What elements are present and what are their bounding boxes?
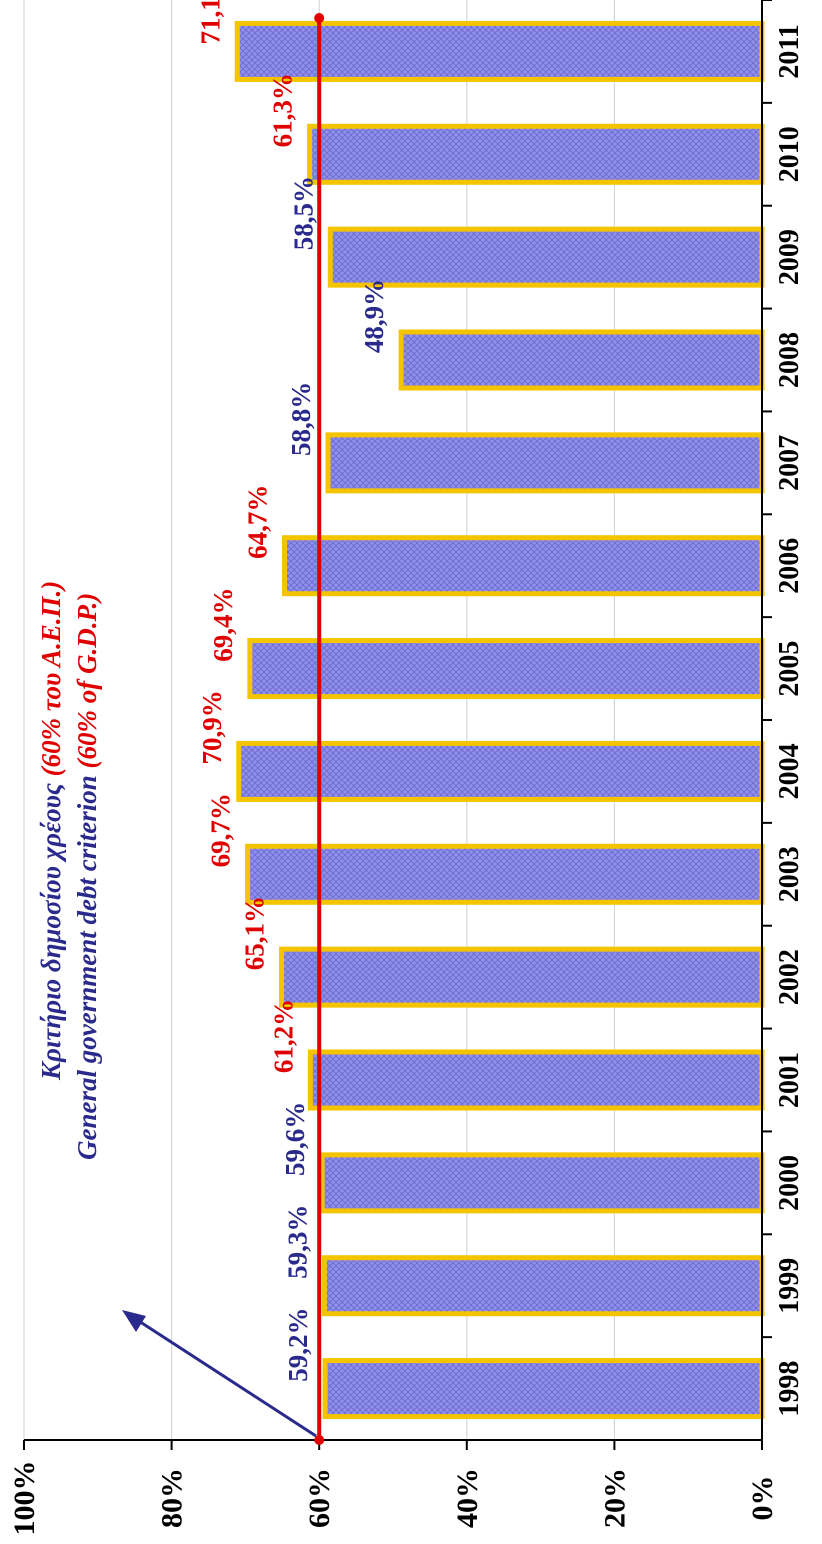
value-tick-label: 100%	[8, 1461, 41, 1536]
category-label-2003: 2003	[774, 846, 805, 902]
criterion-annotation: Κριτήριο δημοσίου χρέους (60% του Α.Ε.Π.…	[36, 581, 317, 1438]
bar-2001	[307, 1049, 765, 1111]
data-label-2004: 70,9%	[197, 690, 227, 764]
data-label-2001: 61,2%	[268, 999, 298, 1073]
data-label-2010: 61,3%	[268, 73, 298, 147]
bar-2005	[247, 638, 765, 700]
reference-line-start	[314, 1435, 325, 1445]
data-label-2005: 69,4%	[208, 587, 238, 661]
bar-2010	[307, 123, 765, 185]
value-tick-label: 40%	[451, 1468, 484, 1528]
category-label-1998: 1998	[774, 1361, 805, 1417]
category-label-2010: 2010	[774, 126, 805, 182]
data-label-1999: 59,3%	[282, 1205, 312, 1279]
bar-2011	[234, 20, 765, 82]
data-labels: 59,2% 59,3% 59,6% 61,2% 65,1%69,7% 70,9% 69,4%…	[195, 0, 389, 1382]
category-label-1999: 1999	[774, 1258, 805, 1314]
category-label-2008: 2008	[774, 332, 805, 388]
annotation-arrow	[127, 1312, 317, 1438]
bar-1998	[322, 1358, 765, 1420]
category-label-2007: 2007	[774, 435, 805, 491]
category-label-2011: 2011	[774, 24, 805, 78]
category-label-2002: 2002	[774, 949, 805, 1005]
axes: 0% 20% 40% 60% 80% 100% 1998 1999 2000 2001 2002 20…	[8, 0, 805, 1536]
value-tick-label: 60%	[303, 1468, 336, 1528]
data-label-2008: 48,9%	[359, 279, 389, 353]
category-label-2009: 2009	[774, 229, 805, 285]
annotation-arrow-head	[122, 1310, 146, 1332]
value-tick-label: 0%	[746, 1476, 779, 1521]
category-label-2004: 2004	[774, 743, 805, 799]
value-tick-label: 80%	[156, 1468, 189, 1528]
bar-2009	[327, 226, 765, 288]
annotation-line-1: Κριτήριο δημοσίου χρέους (60% του Α.Ε.Π.…	[36, 581, 66, 1081]
category-label-2006: 2006	[774, 538, 805, 594]
reference-line-end	[314, 13, 325, 23]
annotation-line-2: General government debt criterion (60% o…	[72, 593, 102, 1160]
data-label-1998: 59,2%	[283, 1307, 313, 1381]
data-label-2009: 58,5%	[288, 176, 318, 250]
data-label-2002: 65,1%	[240, 896, 270, 970]
bar-2002	[279, 946, 765, 1008]
category-label-2001: 2001	[774, 1052, 805, 1108]
data-label-2003: 69,7%	[206, 793, 236, 867]
bars	[234, 20, 765, 1420]
bar-2003	[245, 843, 765, 905]
data-label-2000: 59,6%	[280, 1102, 310, 1176]
bar-2008	[398, 329, 765, 391]
category-label-2000: 2000	[774, 1155, 805, 1211]
category-label-2005: 2005	[774, 641, 805, 697]
reference-line-group	[314, 13, 325, 1445]
data-label-2007: 58,8%	[286, 382, 316, 456]
bar-2004	[236, 740, 765, 802]
data-label-2006: 64,7%	[243, 485, 273, 559]
value-tick-label: 20%	[598, 1468, 631, 1528]
data-label-2011: 71,1%	[195, 0, 225, 45]
bar-2006	[282, 535, 765, 597]
bar-2007	[325, 432, 765, 494]
bar-1999	[321, 1255, 765, 1317]
bar-2000	[319, 1152, 765, 1214]
